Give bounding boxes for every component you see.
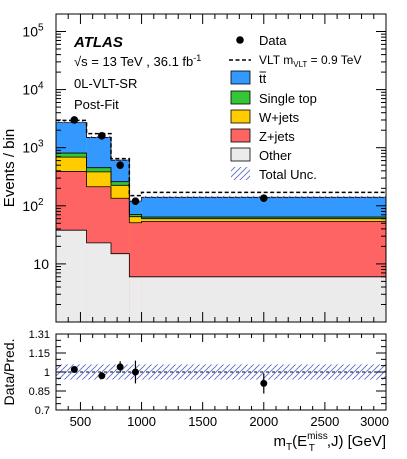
energy-lumi-label: √s = 13 TeV , 36.1 fb-1 — [74, 53, 201, 69]
ratio-unc-band — [56, 364, 386, 380]
data-point-2 — [116, 161, 124, 169]
ratio-y-tick-label-1: 1.15 — [29, 348, 50, 360]
legend-zjets-label: Z+jets — [259, 129, 295, 144]
main-y-tick-label-1: 102 — [22, 197, 44, 214]
legend-wjets-swatch — [230, 109, 251, 124]
stack-outline-3 — [56, 152, 386, 218]
ratio-y-tick-label-4: 0.7 — [35, 405, 50, 417]
main-y-tick-exp: 2 — [38, 197, 44, 208]
unc-band-bin-2 — [111, 158, 130, 162]
x-title-sup: miss — [307, 431, 328, 442]
legend-data-marker — [236, 36, 244, 44]
main-y-tick-base: 10 — [22, 82, 38, 98]
main-y-tick-exp: 3 — [38, 139, 44, 150]
legend-wjets-label: W+jets — [259, 110, 300, 125]
energy-lumi-text: √s = 13 TeV , 36.1 fb — [74, 54, 193, 69]
x-axis-title: mT(Emiss T ,J) [GeV] — [274, 431, 386, 454]
x-tick-label-1: 1000 — [127, 414, 156, 429]
ratio-y-tick-label-0: 1.31 — [29, 329, 50, 341]
data-point-0 — [70, 116, 79, 124]
legend-signal-name: VLT m — [259, 53, 293, 67]
unc-band-bin-0 — [56, 121, 87, 125]
legend: Data VLT mVLT = 0.9 TeV tt Single top W+… — [229, 33, 361, 182]
x-tick-label-5: 3000 — [360, 414, 389, 429]
stack-bar-other-bin-1 — [86, 242, 111, 322]
ratio-y-tick-label-2: 1 — [44, 367, 50, 379]
x-tick-label-4: 2500 — [310, 414, 339, 429]
legend-data-label: Data — [259, 33, 287, 48]
main-y-tick-label-3: 104 — [22, 81, 44, 98]
ratio-point-0 — [70, 365, 78, 373]
data-points — [70, 116, 268, 205]
legend-other-swatch — [230, 147, 251, 162]
main-frame — [55, 13, 387, 323]
legend-unc-swatch — [231, 167, 250, 180]
legend-zjets-swatch — [230, 128, 251, 143]
y-axis-title: Events / bin — [1, 129, 18, 207]
ratio-y-axis-title: Data/Pred. — [1, 339, 17, 406]
ratio-point-3 — [131, 368, 139, 376]
legend-singletop-label: Single top — [259, 91, 317, 106]
ratio-content — [56, 360, 386, 394]
atlas-label: ATLAS — [73, 34, 123, 51]
legend-ttbar-label: tt — [259, 71, 267, 86]
ratio-axis-ticks: 1.31 1.15 1 0.85 0.7 500 1000 1500 2000 2500 3000 — [29, 329, 389, 429]
x-title-sub2: T — [309, 443, 315, 454]
main-y-tick-base: 10 — [22, 23, 38, 39]
main-y-tick-label-2: 103 — [22, 139, 44, 156]
legend-signal-label: VLT mVLT = 0.9 TeV — [259, 53, 361, 69]
legend-signal-sub: VLT — [293, 60, 307, 69]
stack-outline-1 — [56, 171, 386, 224]
ratio-point-2 — [116, 363, 124, 371]
x-title-tail: ,J) [GeV] — [327, 433, 386, 450]
stack-outline-0 — [56, 229, 386, 278]
lumi-exponent: -1 — [193, 53, 201, 63]
fit-label: Post-Fit — [74, 97, 119, 112]
x-title-sub: T — [286, 442, 292, 453]
ratio-point-4 — [260, 379, 268, 387]
ratio-y-tick-label-3: 0.85 — [29, 386, 50, 398]
main-y-tick-exp: 4 — [38, 81, 44, 92]
main-y-tick-base: 10 — [22, 140, 38, 156]
legend-ttbar-swatch — [230, 70, 251, 85]
data-point-3 — [131, 197, 140, 205]
stacked-histogram — [56, 119, 386, 322]
main-y-tick-exp: 5 — [38, 22, 44, 33]
legend-singletop-swatch — [230, 90, 251, 105]
x-tick-label-0: 500 — [70, 414, 92, 429]
stack-bar-other-bin-0 — [56, 230, 87, 322]
data-point-4 — [259, 194, 268, 203]
region-label: 0L-VLT-SR — [74, 76, 137, 91]
legend-unc-label: Total Unc. — [259, 167, 317, 182]
main-y-tick-label-4: 105 — [22, 22, 44, 39]
main-y-tick-label-0: 10 — [33, 256, 49, 272]
legend-other-label: Other — [259, 148, 292, 163]
stack-bar-other-bin-2 — [111, 253, 130, 322]
x-tick-label-3: 2000 — [249, 414, 278, 429]
x-title-paren: (E — [292, 433, 307, 450]
x-title-m: m — [274, 433, 287, 450]
data-point-1 — [98, 132, 106, 140]
main-y-tick-base: 10 — [22, 198, 38, 214]
x-tick-label-2: 1500 — [188, 414, 217, 429]
legend-signal-suffix: = 0.9 TeV — [307, 53, 361, 67]
ratio-point-1 — [98, 372, 106, 380]
stack-bar-other-bin-3 — [129, 276, 142, 322]
